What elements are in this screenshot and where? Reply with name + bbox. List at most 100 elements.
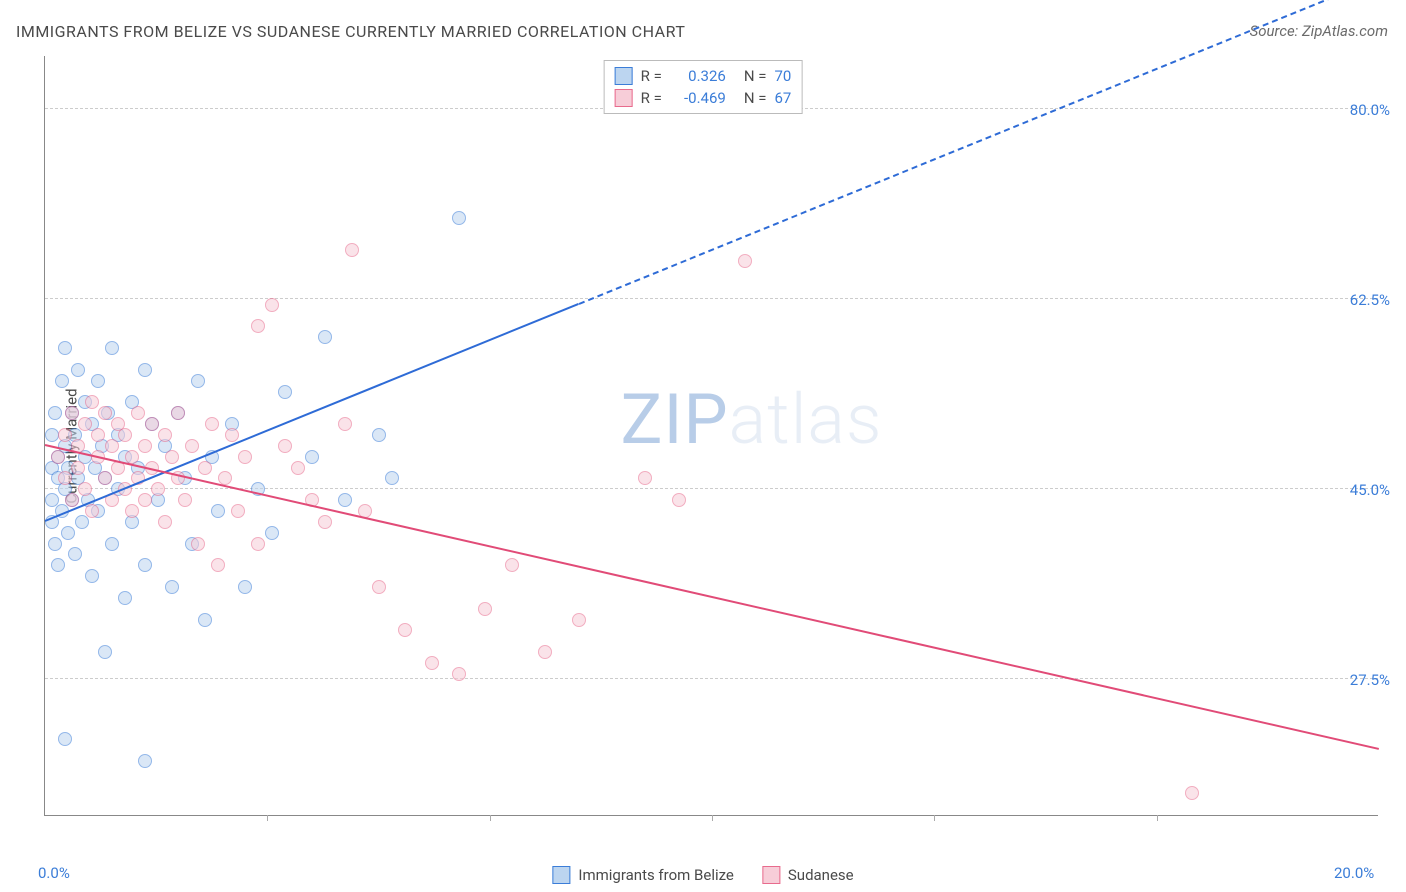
point-sudanese — [71, 461, 85, 475]
point-sudanese — [151, 482, 165, 496]
legend-item: Immigrants from Belize — [552, 866, 734, 884]
point-sudanese — [158, 428, 172, 442]
point-sudanese — [171, 406, 185, 420]
point-belize — [105, 537, 119, 551]
point-sudanese — [738, 254, 752, 268]
y-tick-label: 80.0% — [1350, 101, 1390, 119]
point-sudanese — [78, 417, 92, 431]
x-tick-mark — [267, 815, 268, 821]
point-sudanese — [165, 450, 179, 464]
plot-area: ZIPatlas — [44, 56, 1378, 816]
point-sudanese — [65, 493, 79, 507]
point-belize — [98, 645, 112, 659]
point-belize — [91, 374, 105, 388]
point-belize — [85, 569, 99, 583]
point-belize — [118, 591, 132, 605]
gridline-h — [45, 298, 1378, 299]
legend-n-value: 67 — [774, 87, 791, 109]
point-belize — [138, 363, 152, 377]
point-sudanese — [158, 515, 172, 529]
point-sudanese — [278, 439, 292, 453]
legend-series: Immigrants from Belize Sudanese — [552, 866, 853, 884]
point-sudanese — [85, 504, 99, 518]
point-belize — [48, 537, 62, 551]
point-sudanese — [1185, 786, 1199, 800]
x-tick-label: 20.0% — [1334, 864, 1374, 882]
y-tick-label: 45.0% — [1350, 481, 1390, 499]
point-belize — [58, 732, 72, 746]
legend-r-label: R = — [641, 87, 662, 109]
point-sudanese — [505, 558, 519, 572]
point-belize — [238, 580, 252, 594]
legend-n-value: 70 — [774, 65, 791, 87]
point-sudanese — [538, 645, 552, 659]
point-sudanese — [672, 493, 686, 507]
x-tick-label: 0.0% — [38, 864, 70, 882]
point-belize — [45, 428, 59, 442]
point-belize — [385, 471, 399, 485]
y-tick-label: 27.5% — [1350, 671, 1390, 689]
source-attribution: Source: ZipAtlas.com — [1250, 22, 1388, 40]
point-sudanese — [251, 319, 265, 333]
point-sudanese — [572, 613, 586, 627]
point-sudanese — [425, 656, 439, 670]
point-sudanese — [145, 417, 159, 431]
point-sudanese — [98, 471, 112, 485]
point-belize — [305, 450, 319, 464]
point-belize — [68, 547, 82, 561]
point-sudanese — [58, 428, 72, 442]
point-belize — [265, 526, 279, 540]
gridline-h — [45, 678, 1378, 679]
point-sudanese — [65, 406, 79, 420]
point-belize — [51, 558, 65, 572]
point-belize — [61, 526, 75, 540]
point-belize — [198, 613, 212, 627]
legend-r-value: 0.326 — [670, 65, 726, 87]
legend-series-label: Immigrants from Belize — [578, 866, 734, 884]
point-sudanese — [478, 602, 492, 616]
point-sudanese — [78, 482, 92, 496]
legend-swatch — [615, 67, 633, 85]
point-sudanese — [131, 406, 145, 420]
point-sudanese — [398, 623, 412, 637]
point-sudanese — [198, 461, 212, 475]
point-belize — [71, 363, 85, 377]
legend-series-label: Sudanese — [788, 866, 854, 884]
legend-swatch — [552, 866, 570, 884]
point-sudanese — [338, 417, 352, 431]
point-belize — [278, 385, 292, 399]
chart-title: IMMIGRANTS FROM BELIZE VS SUDANESE CURRE… — [16, 22, 685, 41]
point-sudanese — [205, 417, 219, 431]
trendline-sudanese — [45, 444, 1379, 750]
point-belize — [138, 558, 152, 572]
point-sudanese — [125, 450, 139, 464]
point-sudanese — [185, 439, 199, 453]
point-sudanese — [345, 243, 359, 257]
point-belize — [372, 428, 386, 442]
point-belize — [55, 374, 69, 388]
point-sudanese — [98, 406, 112, 420]
point-sudanese — [251, 537, 265, 551]
point-sudanese — [452, 667, 466, 681]
point-sudanese — [291, 461, 305, 475]
point-sudanese — [231, 504, 245, 518]
x-tick-mark — [490, 815, 491, 821]
point-belize — [138, 754, 152, 768]
point-sudanese — [138, 439, 152, 453]
y-tick-label: 62.5% — [1350, 291, 1390, 309]
point-sudanese — [138, 493, 152, 507]
trendline-belize-extrapolated — [578, 0, 1379, 305]
point-belize — [105, 341, 119, 355]
point-sudanese — [265, 298, 279, 312]
point-sudanese — [91, 428, 105, 442]
x-tick-mark — [712, 815, 713, 821]
x-tick-mark — [934, 815, 935, 821]
legend-row: R =0.326N =70 — [615, 65, 792, 87]
point-sudanese — [225, 428, 239, 442]
point-belize — [48, 406, 62, 420]
point-sudanese — [51, 450, 65, 464]
legend-n-label: N = — [744, 65, 767, 87]
point-belize — [318, 330, 332, 344]
point-sudanese — [191, 537, 205, 551]
legend-r-value: -0.469 — [670, 87, 726, 109]
